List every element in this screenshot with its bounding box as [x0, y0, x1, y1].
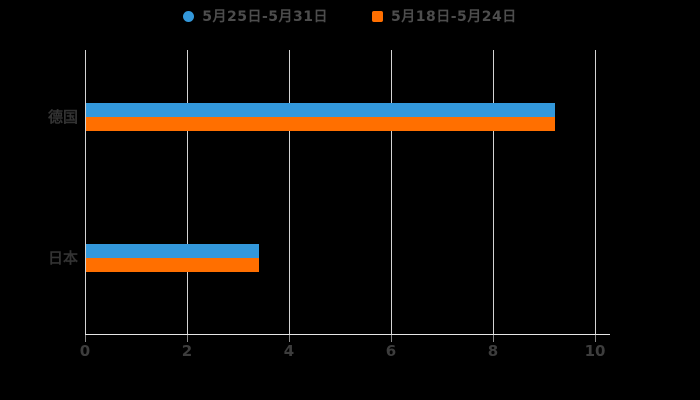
gridline-x-8 [493, 50, 494, 335]
legend: 5月25日-5月31日 5月18日-5月24日 [0, 6, 700, 26]
x-axis-tick-label-0: 0 [79, 342, 91, 360]
bar-germany-series-1[interactable] [86, 103, 556, 117]
legend-item-week-current[interactable]: 5月25日-5月31日 [183, 6, 328, 26]
x-axis-tick-label-8: 8 [487, 342, 499, 360]
x-axis-tick-label-6: 6 [385, 342, 397, 360]
legend-label-week-previous: 5月18日-5月24日 [391, 9, 517, 25]
legend-square-marker-icon [372, 10, 383, 22]
x-axis-tick-label-2: 2 [181, 342, 193, 360]
x-axis-tick-0 [85, 335, 86, 342]
x-axis-tick-2 [187, 335, 188, 342]
x-axis-tick-label-10: 10 [584, 342, 606, 360]
gridline-x-2 [187, 50, 188, 335]
x-axis-tick-8 [493, 335, 494, 342]
legend-circle-marker-icon [183, 10, 195, 22]
gridline-x-6 [391, 50, 392, 335]
x-axis-tick-4 [289, 335, 290, 342]
gridline-x-0 [85, 50, 86, 335]
gridline-x-10 [595, 50, 596, 335]
legend-label-week-current: 5月25日-5月31日 [202, 9, 328, 25]
y-axis-label-germany: 德国 [47, 108, 78, 126]
bar-germany-series-2[interactable] [86, 117, 556, 131]
bar-japan-series-1[interactable] [86, 244, 260, 258]
x-axis-line [85, 334, 610, 335]
bar-japan-series-2[interactable] [86, 258, 260, 272]
legend-item-week-previous[interactable]: 5月18日-5月24日 [372, 6, 517, 26]
y-axis-label-japan: 日本 [47, 249, 78, 267]
x-axis-tick-6 [391, 335, 392, 342]
x-axis-tick-10 [595, 335, 596, 342]
gridline-x-4 [289, 50, 290, 335]
plot-area: 0 2 4 6 8 10 [80, 50, 610, 360]
x-axis-tick-label-4: 4 [283, 342, 295, 360]
